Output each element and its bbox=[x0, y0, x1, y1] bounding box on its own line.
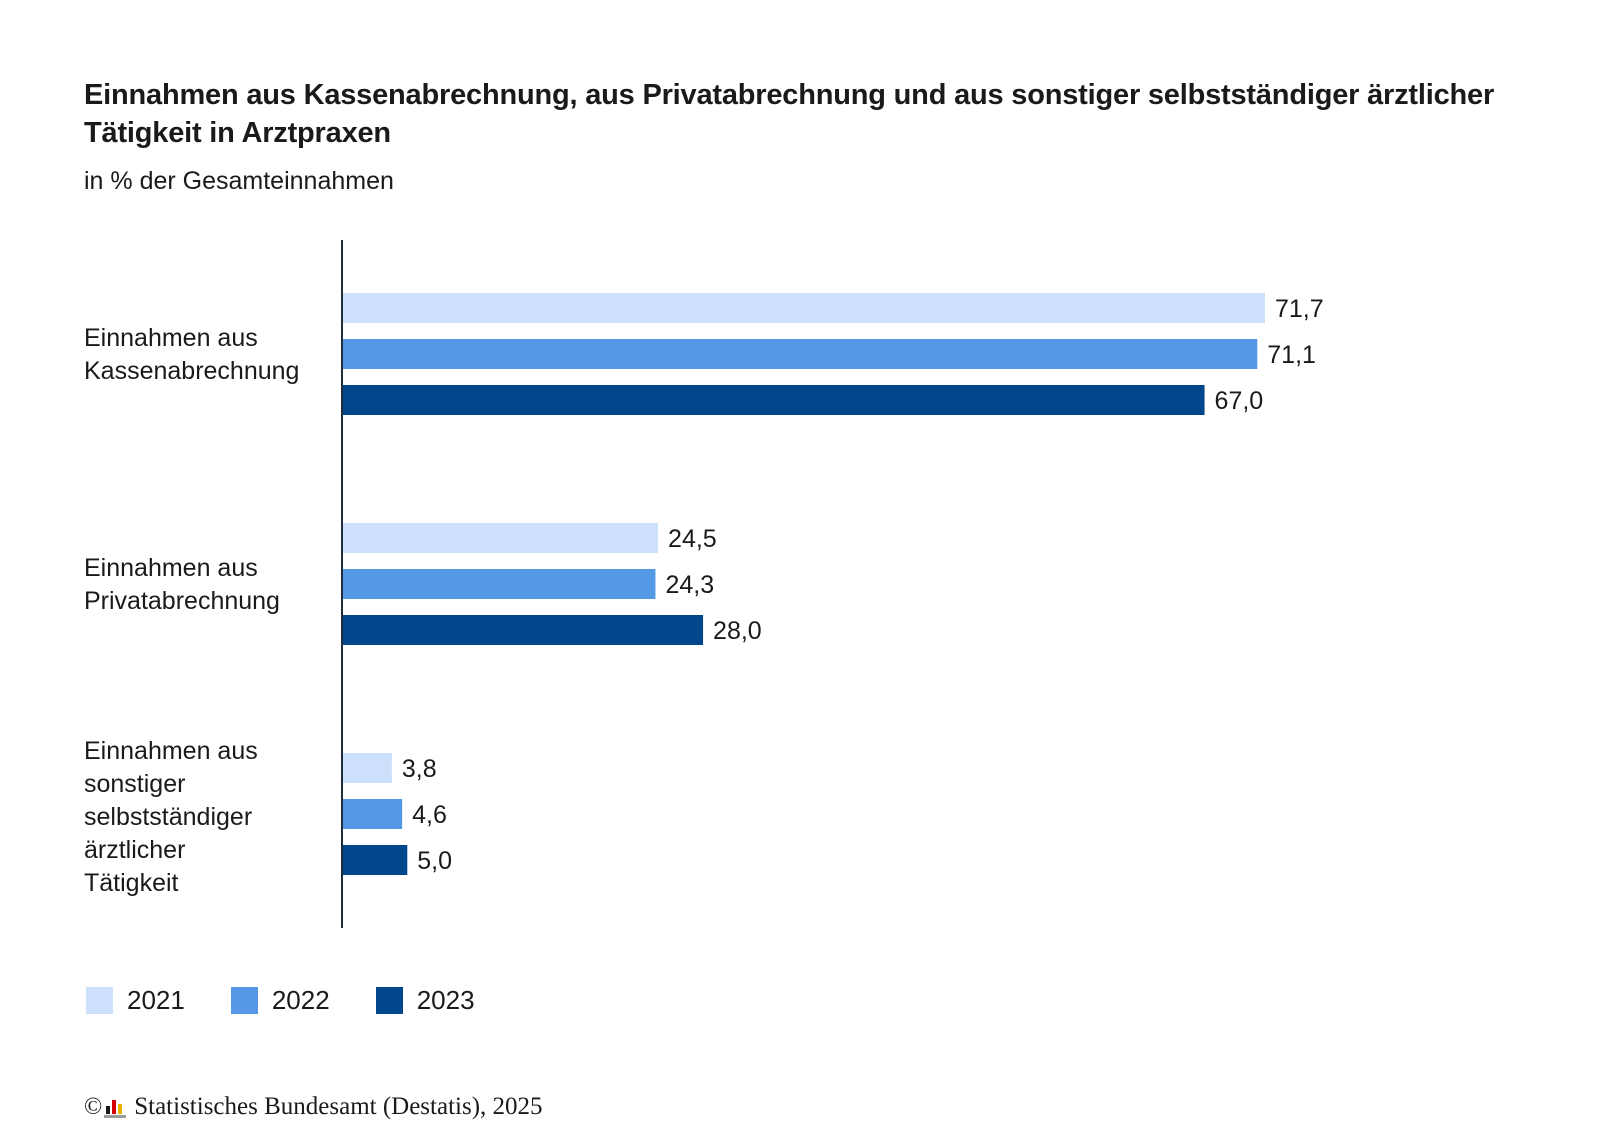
bar-2022-cat-0 bbox=[343, 339, 1258, 369]
legend-item-2021: 2021 bbox=[86, 985, 185, 1016]
data-label-2023-cat-0: 67,0 bbox=[1215, 387, 1264, 415]
legend-swatch bbox=[86, 987, 113, 1014]
data-label-2022-cat-0: 71,1 bbox=[1267, 341, 1316, 369]
legend-label: 2023 bbox=[416, 985, 475, 1015]
category-label-2: Einnahmen aus sonstiger selbstständiger ärz… bbox=[84, 735, 339, 900]
category-label-line: Kassenabrechnung bbox=[84, 357, 300, 385]
category-label-1: Einnahmen aus Privatabrechnung bbox=[84, 552, 339, 618]
data-label-2022-cat-1: 24,3 bbox=[665, 571, 714, 599]
bar-2023-cat-2 bbox=[343, 845, 408, 875]
legend-item-2023: 2023 bbox=[375, 985, 475, 1016]
bar-chart: 71,7 71,167,0 24,5 24,3 28,0 3,8 4,6 5,0 bbox=[341, 240, 1324, 928]
legend-swatch bbox=[230, 987, 258, 1014]
legend-swatch bbox=[375, 987, 403, 1014]
category-label-line: Privatabrechnung bbox=[84, 587, 280, 615]
category-label-line: Einnahmen aus bbox=[84, 324, 258, 352]
legend-label: 2021 bbox=[127, 985, 185, 1015]
data-label-2023-cat-1: 28,0 bbox=[713, 617, 762, 645]
category-label-line: ärztlicher bbox=[84, 836, 186, 864]
category-label-line: Tätigkeit bbox=[84, 869, 179, 897]
category-label-line: Einnahmen aus bbox=[84, 737, 258, 765]
data-label-2023-cat-2: 5,0 bbox=[417, 847, 452, 875]
legend-label: 2022 bbox=[271, 985, 330, 1015]
copyright-symbol: © bbox=[84, 1093, 103, 1120]
legend-item-2022: 2022 bbox=[230, 985, 330, 1016]
category-label-line: sonstiger bbox=[84, 770, 186, 798]
data-label-2022-cat-2: 4,6 bbox=[412, 801, 447, 829]
chart-subtitle: in % der Gesamteinnahmen bbox=[84, 167, 394, 195]
destatis-logo-icon bbox=[104, 1096, 127, 1118]
legend: 2021 2022 2023 bbox=[86, 985, 521, 1016]
category-label-0: Einnahmen aus Kassenabrechnung bbox=[84, 322, 339, 388]
data-label-2021-cat-2: 3,8 bbox=[402, 755, 437, 783]
bar-2021-cat-0 bbox=[343, 293, 1265, 323]
category-label-line: Einnahmen aus bbox=[84, 554, 258, 582]
bar-2022-cat-1 bbox=[343, 569, 656, 599]
bar-2023-cat-0 bbox=[343, 385, 1205, 415]
bar-2021-cat-2 bbox=[343, 753, 392, 783]
data-label-2021-cat-1: 24,5 bbox=[668, 525, 717, 553]
source-text: Statistisches Bundesamt (Destatis), 2025 bbox=[134, 1093, 543, 1120]
bar-2021-cat-1 bbox=[343, 523, 659, 553]
bar-2022-cat-2 bbox=[343, 799, 403, 829]
category-label-line: selbstständiger bbox=[84, 803, 253, 831]
bar-2023-cat-1 bbox=[343, 615, 704, 645]
chart-title: Einnahmen aus Kassenabrechnung, aus Priv… bbox=[84, 79, 1495, 149]
source-note: © Statistisches Bundesamt (Destatis), 20… bbox=[84, 1093, 543, 1121]
data-label-2021-cat-0: 71,7 bbox=[1275, 295, 1324, 323]
